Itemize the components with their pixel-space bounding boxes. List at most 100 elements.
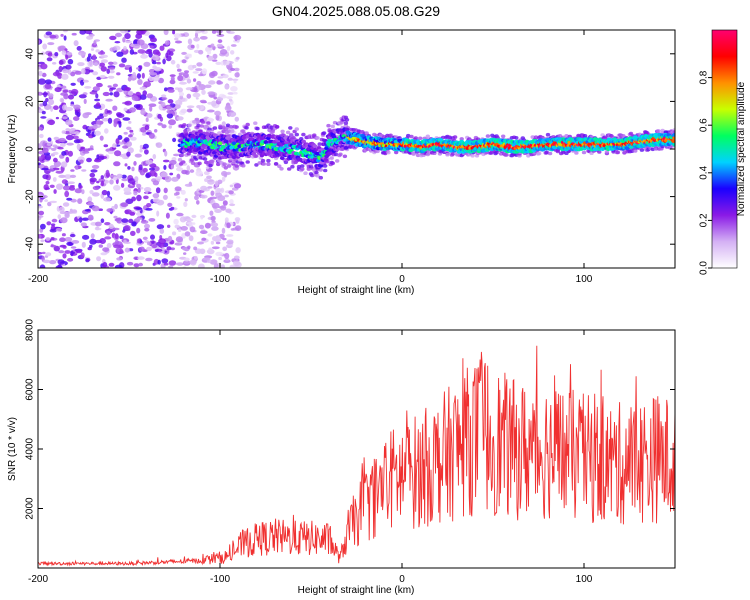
- spectrogram-noise-cell: [184, 231, 191, 237]
- spectrogram-noise-cell: [92, 185, 100, 191]
- spectrogram-noise-cell: [152, 193, 160, 199]
- spectrogram-noise-cell: [52, 144, 58, 148]
- spectrogram-noise-cell: [211, 246, 220, 250]
- spectrogram-noise-cell: [133, 104, 141, 109]
- colorbar-tick-label: 0.8: [699, 70, 710, 84]
- spectrogram-noise-cell: [198, 73, 204, 77]
- spectrogram-noise-cell: [213, 236, 222, 243]
- spectrogram-noise-cell: [145, 190, 149, 195]
- spectrogram-noise-cell: [94, 98, 101, 102]
- spectrogram-xtick-label: -100: [210, 274, 230, 285]
- spectrogram-noise-cell: [74, 70, 82, 75]
- spectrogram-noise-cell: [195, 97, 199, 100]
- spectrogram-noise-cell: [170, 76, 175, 81]
- spectrogram-noise-cell: [78, 51, 86, 56]
- spectrogram-noise-cell: [124, 87, 131, 91]
- spectrogram-noise-cell: [140, 109, 146, 115]
- spectrogram-noise-cell: [100, 252, 108, 256]
- spectrogram-noise-cell: [217, 179, 223, 184]
- spectrogram-noise-cell: [140, 220, 149, 224]
- spectrogram-noise-cell: [113, 244, 121, 249]
- spectrogram-noise-cell: [150, 234, 155, 240]
- spectrogram-halo-cell: [287, 167, 292, 171]
- snr-series-line: [38, 345, 675, 567]
- spectrogram-halo-cell: [245, 122, 250, 127]
- spectrogram-noise-cell: [134, 176, 139, 182]
- spectrogram-halo-cell: [338, 152, 343, 157]
- spectrogram-noise-cell: [151, 54, 160, 61]
- spectrogram-noise-cell: [168, 260, 177, 266]
- spectrogram-noise-cell: [96, 256, 102, 262]
- spectrogram-noise-cell: [107, 117, 113, 124]
- spectrogram-noise-cell: [125, 40, 133, 44]
- spectrogram-noise-cell: [171, 176, 179, 182]
- spectrogram-ridge-cell: [624, 146, 630, 151]
- spectrogram-ridge-cell: [198, 129, 203, 134]
- spectrogram-noise-cell: [123, 107, 128, 112]
- spectrogram-noise-cell: [76, 111, 81, 118]
- spectrogram-noise-cell: [215, 187, 222, 193]
- spectrogram-noise-cell: [50, 237, 55, 241]
- spectrogram-noise-cell: [113, 215, 118, 219]
- spectrogram-noise-cell: [221, 227, 226, 234]
- spectrogram-halo-cell: [225, 123, 231, 128]
- spectrogram-noise-cell: [217, 39, 223, 43]
- spectrogram-noise-cell: [152, 198, 160, 203]
- spectrogram-noise-cell: [234, 116, 239, 122]
- spectrogram-noise-cell: [58, 65, 63, 73]
- spectrogram-noise-cell: [172, 30, 176, 35]
- spectrogram-noise-cell: [164, 40, 170, 46]
- spectrogram-noise-cell: [70, 104, 75, 107]
- spectrogram-noise-cell: [89, 244, 93, 248]
- spectrogram-noise-cell: [221, 176, 226, 182]
- spectrogram-noise-cell: [205, 166, 209, 170]
- spectrogram-noise-cell: [103, 144, 109, 148]
- spectrogram-noise-cell: [70, 198, 77, 203]
- spectrogram-halo-cell: [189, 158, 195, 162]
- spectrogram-noise-cell: [100, 175, 105, 180]
- spectrogram-noise-cell: [137, 79, 143, 85]
- spectrogram-noise-cell: [222, 74, 229, 79]
- spectrogram-noise-cell: [186, 222, 194, 225]
- spectrogram-halo-cell: [656, 129, 661, 133]
- snr-background: [38, 330, 675, 568]
- spectrogram-ytick-label: 40: [25, 48, 36, 60]
- spectrogram-halo-cell: [234, 164, 239, 168]
- spectrogram-noise-cell: [85, 258, 90, 263]
- spectrogram-noise-cell: [121, 218, 129, 223]
- spectrogram-noise-cell: [39, 133, 44, 139]
- spectrogram-halo-cell: [216, 162, 221, 167]
- spectrogram-noise-cell: [216, 43, 223, 48]
- spectrogram-noise-cell: [79, 30, 86, 35]
- spectrogram-noise-cell: [181, 51, 188, 55]
- spectrogram-noise-cell: [76, 46, 82, 51]
- spectrogram-noise-cell: [53, 160, 62, 168]
- spectrogram-noise-cell: [45, 31, 53, 36]
- spectrogram-noise-cell: [215, 251, 224, 257]
- spectrogram-halo-cell: [653, 147, 659, 151]
- spectrogram-noise-cell: [62, 89, 69, 93]
- spectrogram-noise-cell: [65, 119, 73, 126]
- spectrogram-noise-cell: [70, 82, 76, 86]
- spectrogram-noise-cell: [226, 234, 234, 237]
- spectrogram-noise-cell: [136, 194, 142, 202]
- spectrogram-halo-cell: [406, 133, 411, 138]
- spectrogram-noise-cell: [57, 214, 62, 220]
- spectrogram-noise-cell: [142, 132, 147, 136]
- spectrogram-noise-cell: [133, 161, 137, 166]
- spectrogram-halo-cell: [332, 120, 338, 125]
- spectrogram-noise-cell: [92, 54, 97, 61]
- spectrogram-noise-cell: [48, 93, 54, 98]
- spectrogram-noise-cell: [53, 105, 59, 110]
- spectrogram-noise-cell: [129, 49, 135, 55]
- spectrogram-noise-cell: [47, 42, 55, 46]
- spectrogram-noise-cell: [99, 135, 104, 141]
- spectrogram-noise-cell: [187, 38, 193, 45]
- spectrogram-noise-cell: [177, 75, 184, 82]
- spectrogram-halo-cell: [209, 159, 214, 164]
- spectrogram-noise-cell: [73, 104, 81, 110]
- spectrogram-noise-cell: [209, 259, 218, 265]
- spectrogram-noise-cell: [68, 150, 73, 157]
